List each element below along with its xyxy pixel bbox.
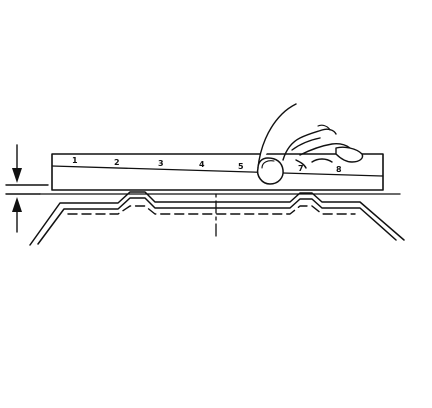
arrow-up-head: [12, 197, 22, 212]
head-surface-outline: [29, 191, 405, 246]
hand-illustration: [256, 103, 364, 185]
ruler-label-5: 5: [238, 162, 244, 171]
ruler-label-1: 1: [72, 156, 78, 165]
ruler-label-8: 8: [336, 165, 342, 174]
arrow-down-head: [12, 168, 22, 183]
ruler-label-7: 7: [298, 164, 304, 173]
ruler-label-4: 4: [199, 160, 205, 169]
ruler-label-3: 3: [158, 159, 164, 168]
ruler-label-2: 2: [114, 158, 120, 167]
straightedge: [51, 153, 384, 191]
measurement-arrows: [5, 144, 49, 233]
warped-surface-line: [67, 205, 356, 215]
